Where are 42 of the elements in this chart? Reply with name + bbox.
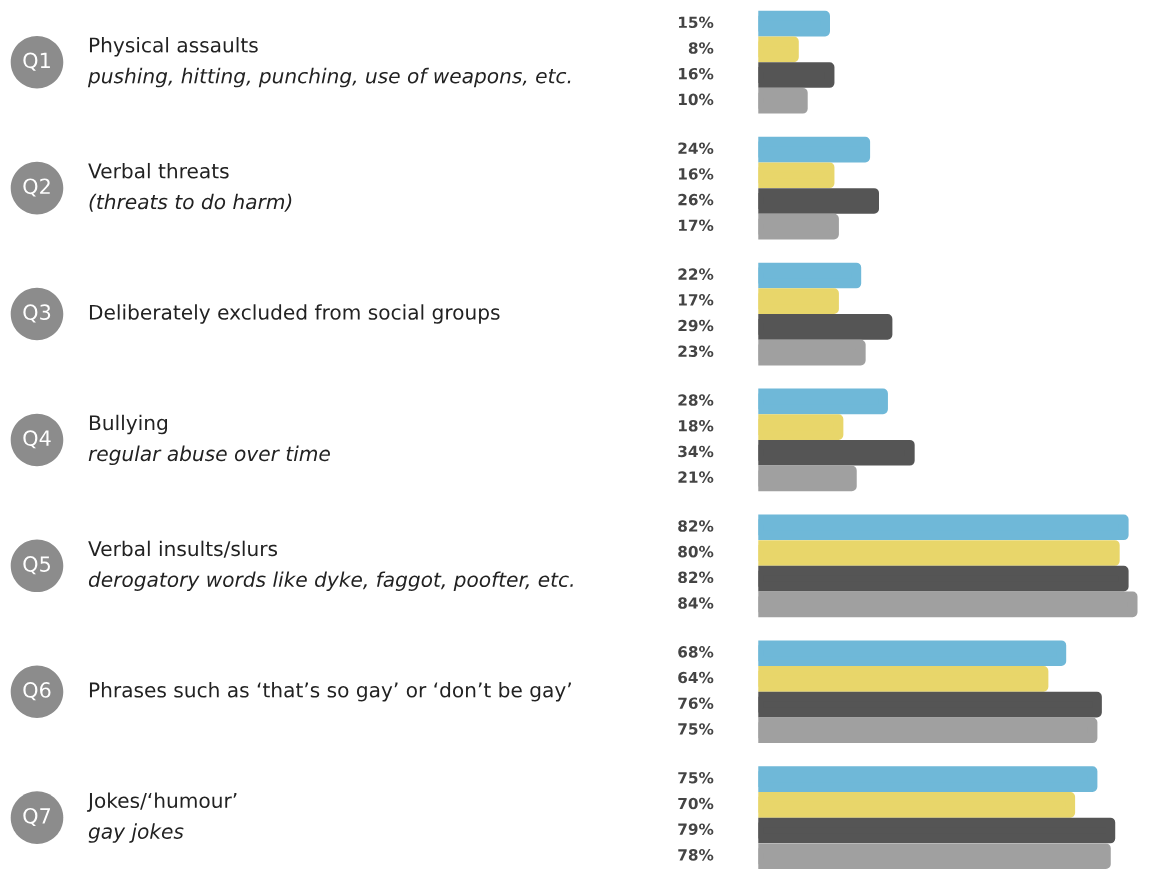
data-label: 10% — [678, 93, 714, 106]
data-label: 23% — [678, 345, 714, 357]
data-label: 75% — [678, 723, 714, 735]
y-tick-label: Q6 — [23, 682, 51, 701]
data-label: 84% — [678, 597, 714, 609]
text: Deliberately excluded from social groups — [89, 304, 500, 324]
data-label: 82% — [678, 520, 714, 532]
y-tick-label: Q3 — [23, 304, 51, 323]
data-label: 26% — [678, 193, 714, 206]
text: Jokes/‘humour’ gay jokes — [86, 792, 237, 843]
data-label: 16% — [678, 67, 714, 80]
data-label: 28% — [678, 394, 714, 406]
data-label: 34% — [678, 445, 714, 458]
data-label: 8% — [688, 42, 714, 54]
data-label: 21% — [678, 471, 714, 483]
y-tick-label: Q1 — [23, 52, 50, 71]
data-label: 16% — [678, 168, 714, 180]
text: Verbal threats (threats to do harm) — [88, 162, 292, 212]
data-label: 29% — [678, 319, 714, 332]
text: Physical assaults pushing, hitting, punching, use of weapons, etc. — [87, 37, 571, 88]
data-label: 22% — [678, 268, 714, 280]
y-tick-label: Q4 — [23, 430, 51, 449]
y-tick-label: Q7 — [23, 807, 51, 827]
data-label: 17% — [678, 219, 714, 232]
data-label: 24% — [678, 142, 714, 154]
data-label: 15% — [678, 16, 714, 29]
data-label: 75% — [678, 771, 714, 784]
data-label: 17% — [678, 294, 714, 306]
y-tick-label: Q2 — [23, 178, 50, 197]
data-label: 79% — [678, 823, 714, 835]
y-tick-label: Q5 — [23, 556, 51, 575]
data-label: 78% — [678, 849, 714, 861]
data-label: 68% — [678, 646, 714, 658]
text: Phrases such as ‘that’s so gay’ or ‘don’t be gay’ — [89, 682, 571, 702]
data-label: 70% — [678, 797, 714, 810]
data-label: 18% — [678, 419, 714, 432]
text: Bullying regular abuse over time — [88, 414, 330, 466]
data-label: 80% — [678, 545, 714, 558]
data-label: 64% — [678, 671, 714, 684]
text: Verbal insults/slurs derogatory words like dyke, faggot, poofter, etc. — [88, 540, 573, 591]
data-label: 82% — [678, 571, 714, 584]
data-label: 76% — [678, 697, 714, 710]
